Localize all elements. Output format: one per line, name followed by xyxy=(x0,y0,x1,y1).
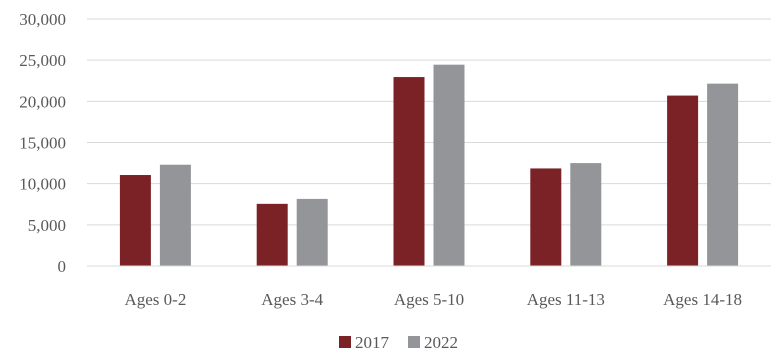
y-tick-label: 15,000 xyxy=(19,134,66,153)
bar-2022-1 xyxy=(296,198,328,266)
y-axis-ticks: 0 5,000 10,000 15,000 20,000 25,000 30,000 xyxy=(19,10,66,276)
legend-label: 2017 xyxy=(355,333,390,352)
bar-2017-1 xyxy=(256,203,288,266)
legend-swatch xyxy=(339,336,351,348)
y-tick-label: 25,000 xyxy=(19,51,66,70)
x-tick-label: Ages 5-10 xyxy=(394,290,464,309)
bars xyxy=(119,64,739,266)
x-tick-label: Ages 3-4 xyxy=(261,290,323,309)
legend-label: 2022 xyxy=(424,333,458,352)
y-tick-label: 20,000 xyxy=(19,92,66,111)
y-tick-label: 5,000 xyxy=(28,216,66,235)
x-tick-label: Ages 11-13 xyxy=(527,290,605,309)
legend-item: 2022 xyxy=(408,333,458,352)
x-axis-ticks: Ages 0-2 Ages 3-4 Ages 5-10 Ages 11-13 Ages … xyxy=(124,290,742,309)
bar-2022-3 xyxy=(570,163,602,266)
y-tick-label: 10,000 xyxy=(19,175,66,194)
bar-2017-4 xyxy=(667,95,699,266)
legend-swatch xyxy=(408,336,420,348)
bar-2022-4 xyxy=(707,83,739,266)
x-tick-label: Ages 14-18 xyxy=(663,290,742,309)
bar-2022-0 xyxy=(159,164,191,266)
y-tick-label: 0 xyxy=(58,257,67,276)
bar-2017-3 xyxy=(530,168,562,266)
x-tick-label: Ages 0-2 xyxy=(124,290,186,309)
bar-2017-2 xyxy=(393,77,425,266)
gridlines xyxy=(87,18,771,226)
bar-2022-2 xyxy=(433,64,465,266)
legend-item: 2017 xyxy=(339,333,390,352)
legend: 2017 2022 xyxy=(339,333,458,352)
bar-2017-0 xyxy=(119,175,151,266)
y-tick-label: 30,000 xyxy=(19,10,66,29)
